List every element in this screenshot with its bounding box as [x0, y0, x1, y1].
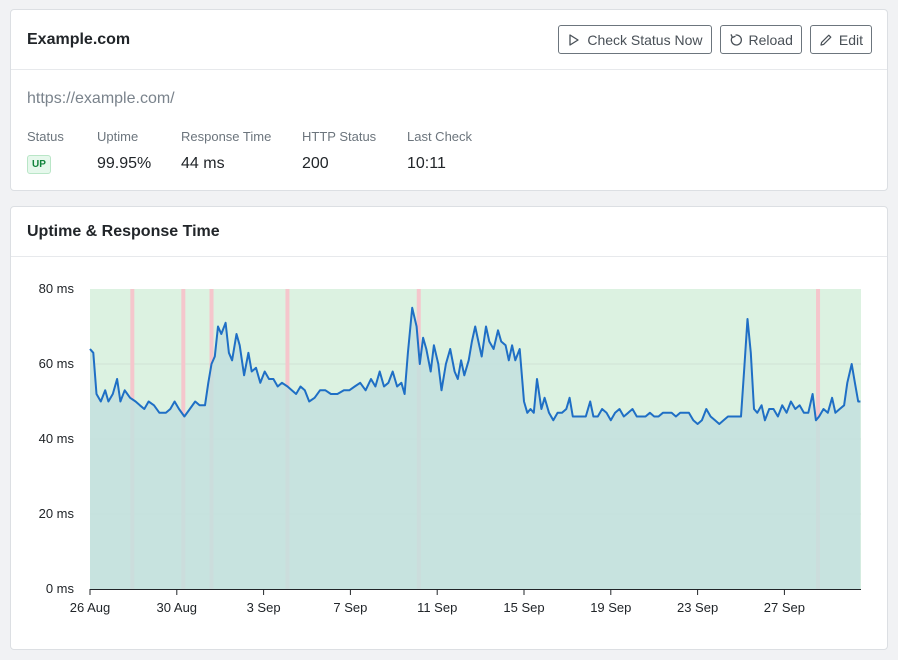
reload-button[interactable]: Reload: [719, 25, 802, 54]
check-status-label: Check Status Now: [587, 31, 703, 48]
uptime-label: Uptime: [97, 129, 139, 144]
x-tick-label: 23 Sep: [677, 600, 718, 615]
y-tick-label: 80 ms: [39, 281, 75, 296]
response-time-value: 44 ms: [181, 155, 225, 172]
monitor-header: Example.com Check Status Now Reload Edit: [11, 10, 887, 70]
response-time-area: [90, 307, 861, 589]
y-tick-label: 0 ms: [46, 581, 75, 596]
x-tick-label: 26 Aug: [70, 600, 111, 615]
http-status-label: HTTP Status: [302, 129, 377, 144]
stat-status: Status UP: [27, 129, 97, 174]
stat-last-check: Last Check 10:11: [407, 129, 497, 174]
check-status-button[interactable]: Check Status Now: [558, 25, 712, 54]
chart-card: Uptime & Response Time 0 ms 20 ms 40 ms 60 …: [10, 206, 888, 650]
x-tick-label: 19 Sep: [590, 600, 631, 615]
x-tick-label: 11 Sep: [417, 600, 457, 615]
x-tick-label: 30 Aug: [157, 600, 198, 615]
x-tick-label: 7 Sep: [333, 600, 367, 615]
stat-uptime: Uptime 99.95%: [97, 129, 181, 174]
response-time-label: Response Time: [181, 129, 272, 144]
x-tick-label: 3 Sep: [247, 600, 281, 615]
reload-icon: [729, 33, 743, 47]
last-check-value: 10:11: [407, 155, 446, 172]
response-time-chart: 0 ms 20 ms 40 ms 60 ms 80 ms 26 Aug 30 Aug 3 Se…: [39, 281, 861, 615]
pencil-icon: [819, 33, 833, 47]
monitor-stats: Status UP Uptime 99.95% Response Time 44…: [27, 129, 497, 174]
play-icon: [567, 33, 581, 47]
response-time-line: [89, 306, 861, 425]
monitor-title: Example.com: [27, 31, 131, 48]
monitor-actions: Check Status Now Reload Edit: [558, 25, 872, 54]
x-tick-label: 27 Sep: [764, 600, 805, 615]
chart-header: Uptime & Response Time: [11, 207, 887, 257]
status-label: Status: [27, 129, 64, 144]
status-badge: UP: [27, 155, 51, 174]
last-check-label: Last Check: [407, 129, 473, 144]
stat-http-status: HTTP Status 200: [302, 129, 407, 174]
reload-label: Reload: [748, 31, 793, 48]
y-tick-label: 60 ms: [39, 356, 75, 371]
http-status-value: 200: [302, 155, 329, 172]
edit-button[interactable]: Edit: [809, 25, 872, 54]
x-tick-label: 15 Sep: [503, 600, 544, 615]
chart-title: Uptime & Response Time: [27, 223, 220, 240]
y-tick-label: 40 ms: [39, 431, 75, 446]
monitor-card: Example.com Check Status Now Reload Edit: [10, 9, 888, 191]
uptime-value: 99.95%: [97, 155, 152, 172]
monitor-url[interactable]: https://example.com/: [27, 90, 175, 107]
edit-label: Edit: [838, 31, 863, 48]
stat-response-time: Response Time 44 ms: [181, 129, 302, 174]
y-tick-label: 20 ms: [39, 506, 75, 521]
